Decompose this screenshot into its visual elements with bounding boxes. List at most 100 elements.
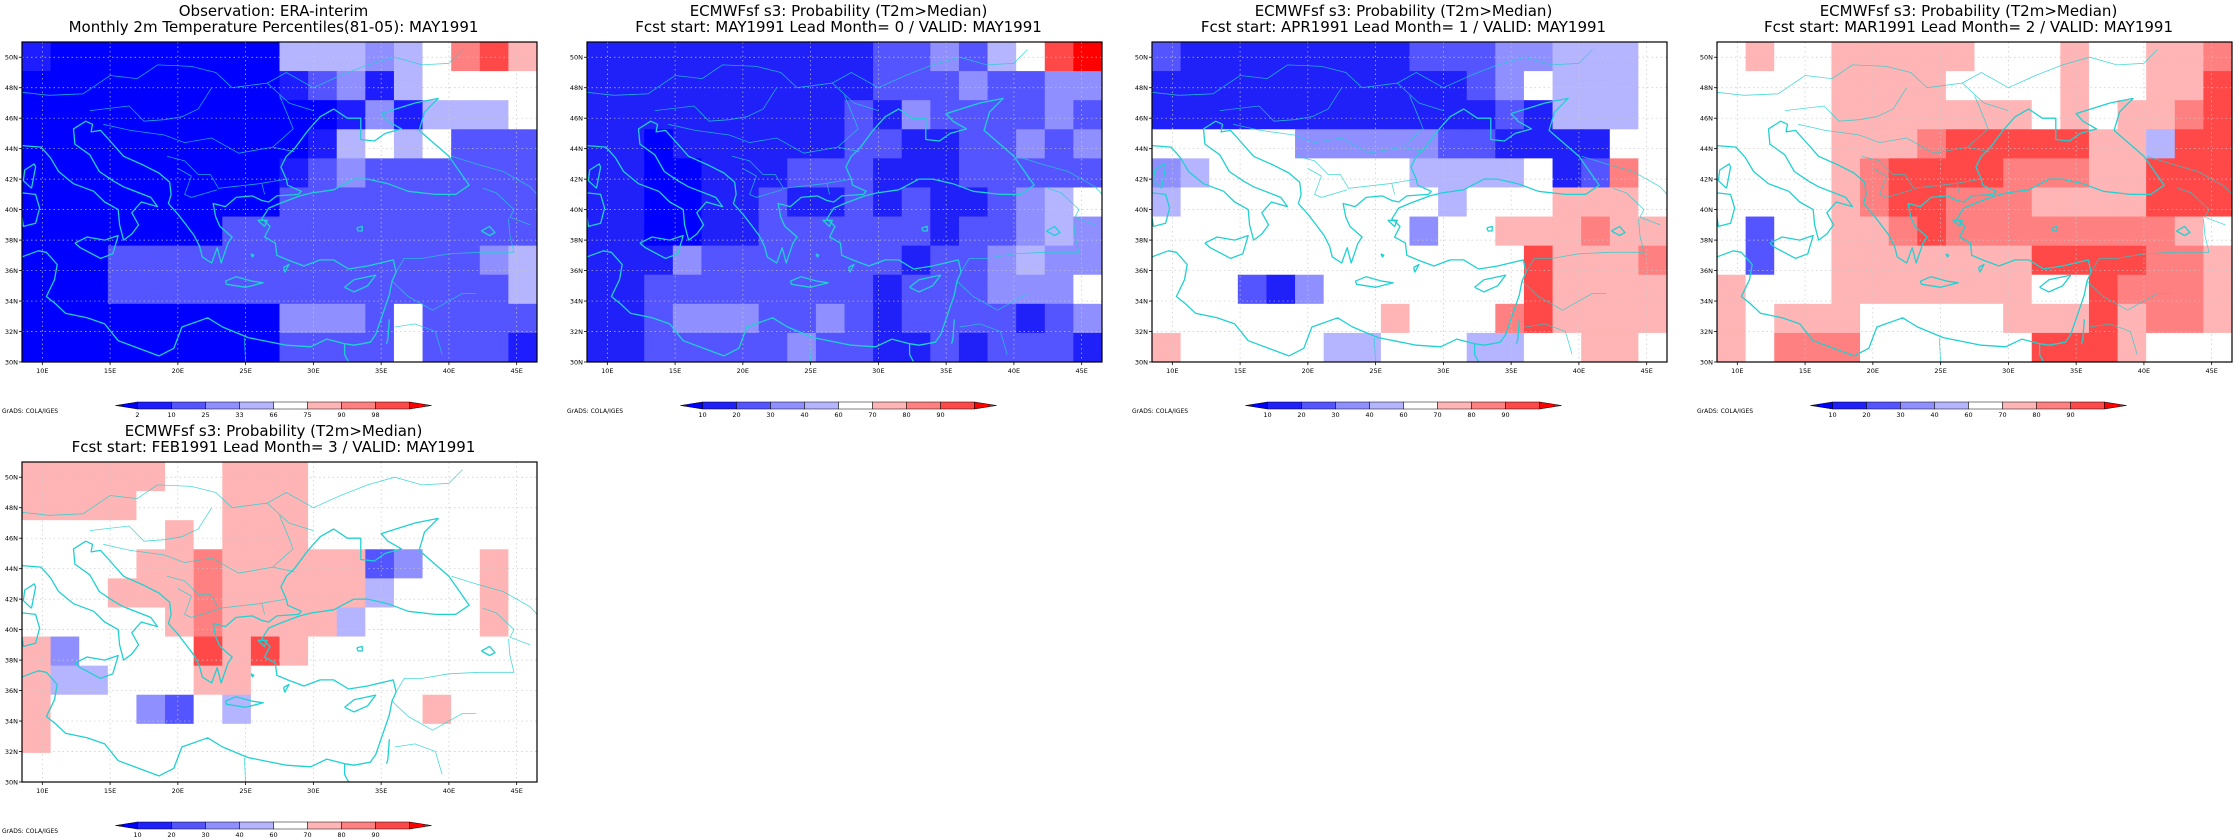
grid-cell bbox=[1044, 42, 1074, 72]
grid-cell bbox=[1917, 42, 1947, 72]
grid-cell bbox=[1581, 158, 1611, 188]
grid-cell bbox=[222, 187, 252, 218]
colorbar-label: 80 bbox=[337, 831, 345, 839]
grid-cell bbox=[1237, 274, 1267, 305]
grid-cell bbox=[987, 100, 1017, 130]
grid-cell bbox=[1295, 216, 1325, 247]
grid-cell bbox=[336, 129, 366, 159]
grid-cell bbox=[1266, 129, 1296, 159]
grid-cell bbox=[1466, 100, 1496, 130]
grid-cell bbox=[1774, 187, 1804, 218]
grid-cell bbox=[2031, 332, 2061, 362]
grid-cell bbox=[165, 274, 195, 305]
grid-cell bbox=[193, 71, 223, 101]
grid-cell bbox=[422, 636, 452, 667]
colorbar-box bbox=[341, 401, 376, 410]
grid-cell bbox=[1466, 158, 1496, 188]
grid-cell bbox=[844, 303, 874, 334]
border-line bbox=[1524, 323, 1573, 355]
grid-cell bbox=[873, 42, 903, 72]
grid-cell bbox=[193, 129, 223, 159]
grid-cell bbox=[1888, 216, 1918, 247]
grid-cell bbox=[1073, 42, 1102, 72]
colorbar-box bbox=[2002, 401, 2037, 410]
grid-cell bbox=[365, 549, 395, 579]
grid-cell bbox=[22, 100, 52, 130]
grid-cell bbox=[365, 129, 395, 159]
grid-cell bbox=[451, 607, 481, 638]
grid-cell bbox=[1352, 158, 1382, 188]
grid-cell bbox=[615, 245, 645, 276]
colorbar-box bbox=[1866, 401, 1901, 410]
grid-cell bbox=[787, 100, 817, 130]
lon-tick-label: 35E bbox=[2070, 367, 2082, 375]
grid-cell bbox=[451, 187, 481, 218]
grid-cell bbox=[758, 274, 788, 305]
grid-cell bbox=[193, 100, 223, 130]
grid-cell bbox=[79, 332, 109, 362]
grid-cell bbox=[1016, 245, 1046, 276]
grid-cell bbox=[50, 42, 80, 72]
grid-cell bbox=[2060, 158, 2090, 188]
grid-cell bbox=[930, 274, 960, 305]
grads-credit: GrADS: COLA/IGES bbox=[567, 408, 623, 415]
border-line bbox=[482, 607, 531, 646]
lat-tick-label: 40N bbox=[1135, 206, 1148, 214]
grid-cell bbox=[451, 723, 481, 754]
grid-cell bbox=[787, 216, 817, 247]
grid-cell bbox=[758, 216, 788, 247]
grid-cell bbox=[1888, 332, 1918, 362]
grid-cell bbox=[479, 100, 509, 130]
lat-tick-label: 38N bbox=[1700, 236, 1713, 244]
lon-tick-label: 15E bbox=[1799, 367, 1811, 375]
grid-cell bbox=[1016, 303, 1046, 334]
border-line bbox=[1525, 218, 1645, 273]
coastline bbox=[1486, 225, 1493, 232]
grid-cell bbox=[1495, 158, 1525, 188]
grid-cell bbox=[1152, 187, 1182, 218]
grid-cell bbox=[1717, 332, 1747, 362]
colorbar-label: 30 bbox=[1331, 411, 1339, 419]
grid-cell bbox=[193, 491, 223, 521]
colorbar-box bbox=[1335, 401, 1370, 410]
border-line bbox=[587, 64, 879, 111]
grid-cell bbox=[1745, 332, 1775, 362]
grid-cell bbox=[107, 303, 137, 334]
grid-cell bbox=[815, 129, 845, 159]
colorbar-box bbox=[1505, 401, 1540, 410]
grid-cell bbox=[987, 303, 1017, 334]
grid-cell bbox=[1774, 216, 1804, 247]
colorbar: 10 20 30 40 60 70 80 90 bbox=[115, 821, 432, 839]
grid-cell bbox=[701, 245, 731, 276]
colorbar-label: 40 bbox=[1365, 411, 1373, 419]
border-line bbox=[1717, 64, 2009, 111]
lat-tick-label: 48N bbox=[5, 84, 18, 92]
grid-cell bbox=[451, 665, 481, 696]
grid-cell bbox=[79, 752, 109, 782]
grid-cell bbox=[193, 549, 223, 579]
grid-cell bbox=[901, 71, 931, 101]
grid-cell bbox=[50, 694, 80, 725]
grid-cell bbox=[2060, 100, 2090, 130]
map-panel-lead-3: ECMWFsf s3: Probability (T2m>Median) Fcst… bbox=[0, 420, 540, 840]
grid-cell bbox=[1180, 158, 1210, 188]
grid-cell bbox=[22, 303, 52, 334]
colorbar-box bbox=[2036, 401, 2071, 410]
grid-cell bbox=[1409, 42, 1439, 72]
grid-cell bbox=[1523, 332, 1554, 362]
grid-cell bbox=[308, 694, 338, 725]
colorbar-box bbox=[137, 821, 172, 830]
grid-cell bbox=[1581, 303, 1611, 334]
grads-credit: GrADS: COLA/IGES bbox=[2, 408, 58, 415]
lon-tick-label: 25E bbox=[239, 787, 251, 795]
coastline bbox=[587, 192, 606, 228]
grid-cell bbox=[1466, 274, 1496, 305]
grid-cell bbox=[1295, 100, 1325, 130]
colorbar-end-left bbox=[680, 401, 703, 410]
map-frame bbox=[1151, 41, 1668, 363]
grid-cell bbox=[222, 129, 252, 159]
grid-cell bbox=[1352, 245, 1382, 276]
grid-cell bbox=[873, 332, 903, 362]
grid-cell bbox=[308, 42, 338, 72]
map-panel-observation: Observation: ERA-interim Monthly 2m Tempe… bbox=[0, 0, 540, 420]
